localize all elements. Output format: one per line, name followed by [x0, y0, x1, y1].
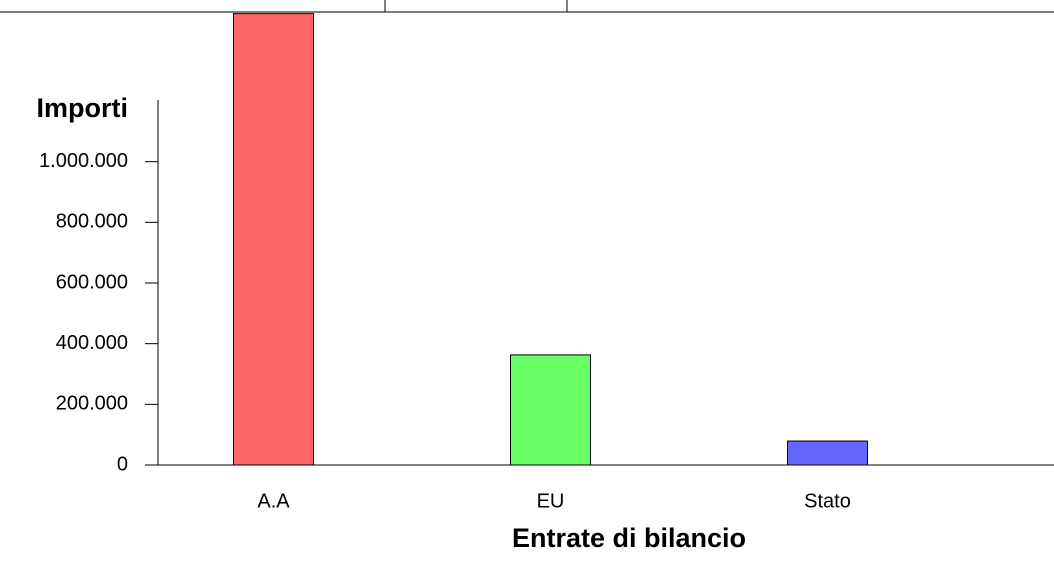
x-axis-title: Entrate di bilancio [512, 523, 746, 553]
x-tick-label: EU [537, 490, 565, 512]
x-tick-label: A.A [257, 490, 290, 512]
y-tick-label: 400.000 [56, 332, 128, 354]
y-tick-label: 0 [117, 453, 128, 475]
y-tick-label: 1.000.000 [39, 150, 128, 172]
y-tick-label: 600.000 [56, 271, 128, 293]
bar [233, 13, 314, 466]
y-tick-label: 800.000 [56, 211, 128, 233]
y-tick-label: 200.000 [56, 393, 128, 415]
bar [787, 440, 868, 466]
y-axis-title: Importi [37, 93, 129, 123]
x-tick-label: Stato [804, 490, 851, 512]
bar [510, 354, 591, 466]
